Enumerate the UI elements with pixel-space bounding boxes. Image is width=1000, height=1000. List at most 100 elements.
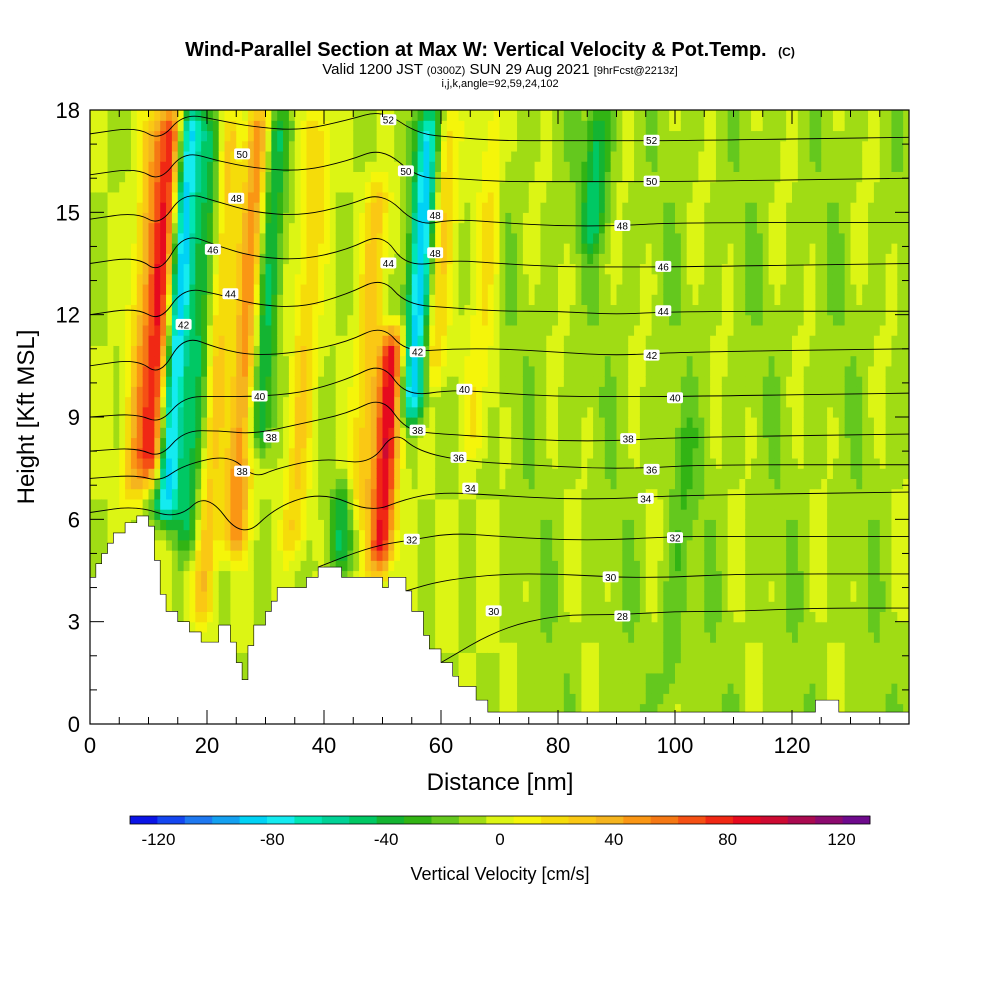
- velocity-cell: [487, 652, 495, 664]
- velocity-cell: [90, 130, 97, 142]
- velocity-cell: [464, 376, 471, 387]
- velocity-cell: [107, 253, 114, 265]
- velocity-cell: [364, 140, 372, 152]
- velocity-cell: [288, 161, 296, 172]
- velocity-cell: [540, 693, 547, 705]
- velocity-cell: [177, 232, 185, 244]
- velocity-cell: [458, 611, 465, 623]
- velocity-cell: [476, 335, 483, 346]
- velocity-cell: [183, 376, 191, 387]
- velocity-cell: [505, 345, 512, 357]
- velocity-cell: [271, 263, 278, 275]
- velocity-cell: [546, 191, 553, 203]
- velocity-cell: [201, 365, 208, 377]
- velocity-cell: [347, 365, 354, 377]
- velocity-cell: [382, 304, 389, 316]
- velocity-cell: [452, 243, 460, 254]
- velocity-cell: [411, 171, 419, 183]
- velocity-cell: [201, 130, 208, 142]
- velocity-cell: [353, 478, 360, 490]
- velocity-cell: [177, 457, 185, 469]
- velocity-cell: [487, 621, 495, 633]
- velocity-cell: [552, 550, 559, 561]
- velocity-cell: [546, 202, 553, 213]
- velocity-cell: [253, 140, 261, 152]
- velocity-cell: [130, 140, 138, 152]
- velocity-cell: [212, 611, 220, 623]
- velocity-cell: [446, 263, 454, 275]
- velocity-cell: [288, 550, 296, 561]
- velocity-cell: [429, 161, 436, 172]
- velocity-cell: [90, 294, 97, 306]
- velocity-cell: [353, 376, 360, 387]
- velocity-cell: [563, 314, 571, 326]
- velocity-cell: [154, 202, 161, 213]
- velocity-cell: [142, 386, 150, 398]
- velocity-cell: [505, 202, 512, 213]
- velocity-cell: [113, 386, 120, 398]
- velocity-cell: [569, 519, 577, 531]
- velocity-cell: [148, 478, 155, 490]
- velocity-cell: [212, 355, 220, 367]
- velocity-cell: [511, 519, 518, 531]
- velocity-cell: [493, 386, 501, 398]
- velocity-cell: [312, 324, 319, 336]
- velocity-cell: [423, 314, 430, 326]
- velocity-cell: [481, 672, 489, 684]
- velocity-cell: [207, 232, 214, 244]
- velocity-cell: [136, 427, 144, 439]
- velocity-cell: [265, 150, 272, 162]
- velocity-cell: [417, 273, 425, 285]
- velocity-cell: [400, 324, 407, 336]
- velocity-cell: [388, 417, 395, 428]
- velocity-cell: [201, 171, 208, 183]
- velocity-cell: [347, 519, 354, 531]
- velocity-cell: [218, 263, 226, 275]
- velocity-cell: [253, 611, 261, 623]
- velocity-cell: [125, 232, 132, 244]
- velocity-cell: [458, 509, 465, 520]
- velocity-cell: [148, 294, 155, 306]
- velocity-cell: [247, 570, 255, 582]
- velocity-cell: [429, 550, 436, 561]
- velocity-cell: [452, 652, 460, 664]
- velocity-cell: [324, 181, 331, 193]
- velocity-cell: [370, 509, 378, 520]
- velocity-cell: [487, 243, 495, 254]
- velocity-cell: [493, 529, 501, 541]
- velocity-cell: [452, 601, 460, 613]
- velocity-cell: [552, 539, 559, 551]
- velocity-cell: [283, 345, 290, 357]
- velocity-cell: [324, 550, 331, 561]
- velocity-cell: [522, 509, 530, 520]
- velocity-cell: [423, 263, 430, 275]
- velocity-cell: [411, 437, 419, 449]
- velocity-cell: [575, 642, 582, 653]
- velocity-cell: [505, 550, 512, 561]
- velocity-cell: [253, 335, 261, 346]
- velocity-cell: [347, 498, 354, 510]
- velocity-cell: [324, 488, 331, 500]
- velocity-cell: [487, 662, 495, 674]
- velocity-cell: [335, 550, 343, 561]
- velocity-cell: [136, 202, 144, 213]
- velocity-cell: [283, 181, 290, 193]
- velocity-cell: [563, 590, 571, 602]
- velocity-cell: [242, 478, 249, 490]
- velocity-cell: [324, 427, 331, 439]
- velocity-cell: [353, 324, 360, 336]
- velocity-cell: [376, 529, 384, 541]
- velocity-cell: [288, 150, 296, 162]
- velocity-cell: [166, 386, 173, 398]
- velocity-cell: [499, 447, 506, 459]
- velocity-cell: [277, 355, 284, 367]
- velocity-cell: [136, 488, 144, 500]
- velocity-cell: [130, 110, 138, 121]
- velocity-cell: [493, 560, 501, 572]
- velocity-cell: [119, 427, 126, 439]
- velocity-cell: [189, 222, 196, 234]
- velocity-cell: [271, 314, 278, 326]
- velocity-cell: [335, 263, 343, 275]
- velocity-cell: [101, 406, 109, 418]
- velocity-cell: [569, 140, 577, 152]
